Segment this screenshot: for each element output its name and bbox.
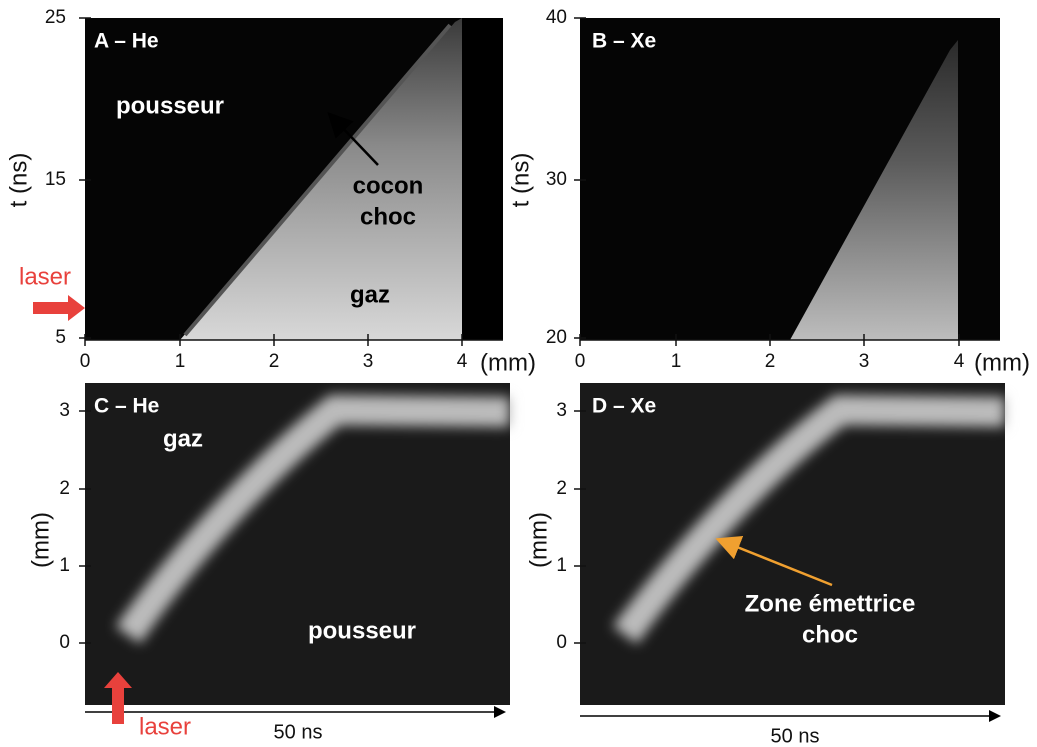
x-tick-label: 2 [269,351,280,372]
x-tick-label: 2 [765,351,776,372]
y-label: (mm) [27,512,54,568]
emission-band [612,394,1006,644]
annotation: cocon [353,172,424,199]
y-tick-label: 3 [556,400,567,421]
annotation: gaz [163,425,203,452]
y-label: t (ns) [5,153,32,208]
panel-label: C – He [94,395,159,418]
x-tick-label: 3 [859,351,870,372]
shock-trace [183,23,452,337]
x-tick-label: 1 [175,351,186,372]
laser-arrow [33,295,85,321]
laser-label: laser [139,713,191,740]
x-tick-label: 3 [363,351,374,372]
y-tick-label: 25 [45,7,66,28]
x-label: 50 ns [274,721,323,743]
laser-arrow [104,672,132,724]
bright-region [790,40,958,340]
annotation: gaz [350,281,390,308]
annotation: pousseur [308,617,416,644]
y-tick-label: 40 [546,7,567,28]
x-unit: (mm) [480,349,536,376]
pointer-arrow [715,536,833,587]
y-tick-label: 15 [45,169,66,190]
annotation: choc [802,621,858,648]
x-tick-label: 4 [457,351,468,372]
panel-label: A – He [94,30,159,53]
y-tick-label: 20 [546,327,567,348]
y-label: t (ns) [507,153,534,208]
x-tick-label: 0 [80,351,91,372]
emission-band [115,394,511,644]
panel-label: B – Xe [592,30,656,53]
y-tick-label: 2 [556,478,567,499]
y-tick-label: 3 [59,400,70,421]
dark-band [462,18,503,340]
y-label: (mm) [525,512,552,568]
y-tick-label: 2 [59,478,70,499]
annotation: choc [360,203,416,230]
laser-label: laser [19,263,71,290]
panel-label: D – Xe [592,395,656,418]
annotation: pousseur [116,92,224,119]
y-tick-label: 1 [59,555,70,576]
y-tick-label: 1 [556,555,567,576]
y-tick-label: 0 [556,632,567,653]
pointer-arrow [327,111,379,166]
y-tick-label: 5 [55,327,66,348]
x-tick-label: 1 [671,351,682,372]
y-tick-label: 30 [546,169,567,190]
x-unit: (mm) [974,349,1030,376]
x-label: 50 ns [771,725,820,747]
x-tick-label: 4 [954,351,965,372]
x-tick-label: 0 [575,351,586,372]
annotation: Zone émettrice [745,590,916,617]
y-tick-label: 0 [59,632,70,653]
